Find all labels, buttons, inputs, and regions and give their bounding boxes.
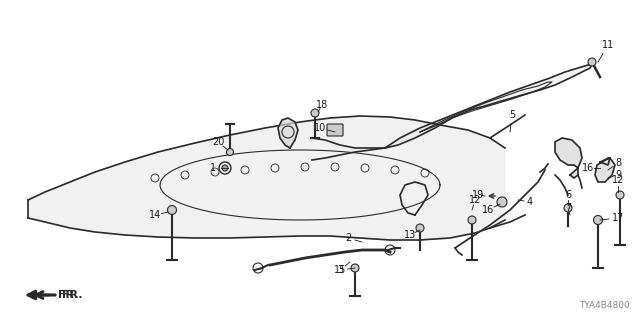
Polygon shape <box>595 158 615 182</box>
Circle shape <box>497 197 507 207</box>
Text: 6: 6 <box>565 190 571 200</box>
Text: 11: 11 <box>602 40 614 50</box>
Text: FR.: FR. <box>58 290 79 300</box>
Circle shape <box>468 216 476 224</box>
Polygon shape <box>28 116 505 240</box>
Circle shape <box>564 204 572 212</box>
Text: 12: 12 <box>612 175 624 185</box>
Text: 7: 7 <box>565 203 571 213</box>
Text: 9: 9 <box>615 170 621 180</box>
Text: 14: 14 <box>149 210 161 220</box>
Text: 13: 13 <box>404 230 416 240</box>
Circle shape <box>351 264 359 272</box>
Circle shape <box>593 215 602 225</box>
Text: 5: 5 <box>509 110 515 120</box>
Circle shape <box>588 58 596 66</box>
Text: 18: 18 <box>316 100 328 110</box>
FancyBboxPatch shape <box>327 124 343 136</box>
Circle shape <box>416 224 424 232</box>
Text: 16: 16 <box>482 205 494 215</box>
Polygon shape <box>278 118 298 148</box>
Circle shape <box>616 191 624 199</box>
Text: 4: 4 <box>527 197 533 207</box>
Polygon shape <box>455 164 548 248</box>
Text: 12: 12 <box>469 195 481 205</box>
Text: 20: 20 <box>212 137 224 147</box>
Text: FR.: FR. <box>62 290 83 300</box>
Circle shape <box>227 148 234 156</box>
Polygon shape <box>385 65 592 148</box>
Text: 3: 3 <box>337 265 343 275</box>
Text: 17: 17 <box>612 213 624 223</box>
Circle shape <box>311 109 319 117</box>
Text: TYA4B4800: TYA4B4800 <box>579 301 630 310</box>
Text: 2: 2 <box>345 233 351 243</box>
Circle shape <box>168 205 177 214</box>
Polygon shape <box>555 138 582 178</box>
Circle shape <box>222 165 228 171</box>
Text: 10: 10 <box>314 123 326 133</box>
Text: 15: 15 <box>334 265 346 275</box>
Text: 1: 1 <box>210 163 216 173</box>
Text: 16: 16 <box>582 163 594 173</box>
Text: 8: 8 <box>615 158 621 168</box>
Text: 19: 19 <box>472 190 484 200</box>
